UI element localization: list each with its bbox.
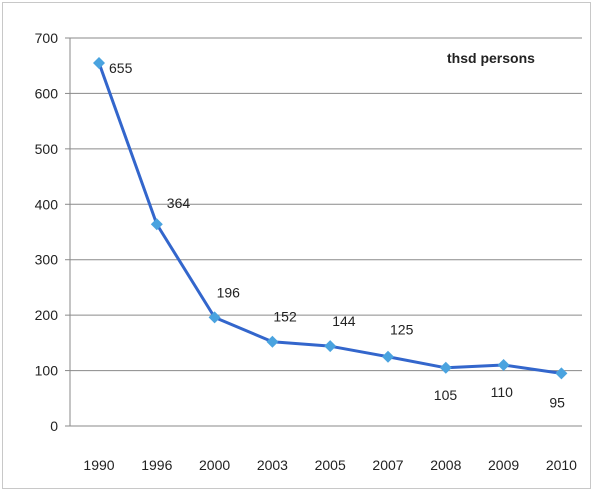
data-point-2010 (555, 367, 568, 380)
data-point-1990 (93, 56, 105, 69)
y-tick-label-400: 400 (35, 196, 59, 212)
data-point-2000 (208, 311, 221, 324)
y-tick-label-0: 0 (50, 418, 58, 434)
series-line-group (97, 62, 562, 375)
data-label-2003: 152 (273, 309, 297, 325)
data-markers (93, 56, 568, 380)
data-point-2007 (382, 350, 394, 363)
data-label-2005: 144 (332, 313, 356, 329)
data-label-2009: 110 (491, 384, 514, 400)
x-tick-label-2010: 2010 (546, 457, 577, 473)
data-point-2003 (266, 335, 279, 348)
data-label-2010: 95 (549, 394, 565, 410)
axes (69, 38, 582, 427)
y-tick-label-300: 300 (35, 252, 59, 268)
x-tick-label-1990: 1990 (83, 457, 114, 473)
gridlines (70, 37, 582, 372)
x-tick-label-2008: 2008 (430, 457, 461, 473)
data-point-2009 (497, 359, 510, 372)
y-tick-label-100: 100 (35, 363, 59, 379)
y-tick-label-700: 700 (35, 30, 59, 46)
x-tick-label-1996: 1996 (141, 457, 172, 473)
x-tick-label-2009: 2009 (488, 457, 519, 473)
y-tick-labels: 0 100 200 300 400 500 600 700 (35, 30, 70, 434)
x-tick-label-2005: 2005 (315, 457, 346, 473)
y-tick-label-600: 600 (35, 85, 59, 101)
data-labels: 655 364 196 152 144 125 105 110 95 (109, 60, 565, 410)
x-tick-label-2000: 2000 (199, 457, 230, 473)
data-label-1996: 364 (167, 195, 191, 211)
data-label-2000: 196 (217, 284, 241, 300)
x-tick-label-2007: 2007 (372, 457, 403, 473)
data-point-1996 (150, 218, 163, 231)
data-label-1990: 655 (109, 60, 133, 76)
y-tick-label-500: 500 (35, 141, 59, 157)
x-tick-label-2003: 2003 (257, 457, 288, 473)
unit-label: thsd persons (447, 50, 535, 66)
data-point-2005 (324, 340, 337, 353)
data-label-2007: 125 (390, 322, 414, 338)
chart-frame (2, 2, 591, 489)
x-tick-labels: 1990 1996 2000 2003 2005 2007 2008 2009 2010 (83, 457, 577, 473)
series-line (97, 62, 562, 375)
data-label-2008: 105 (434, 387, 458, 403)
data-point-2008 (439, 361, 452, 374)
y-tick-label-200: 200 (35, 307, 59, 323)
